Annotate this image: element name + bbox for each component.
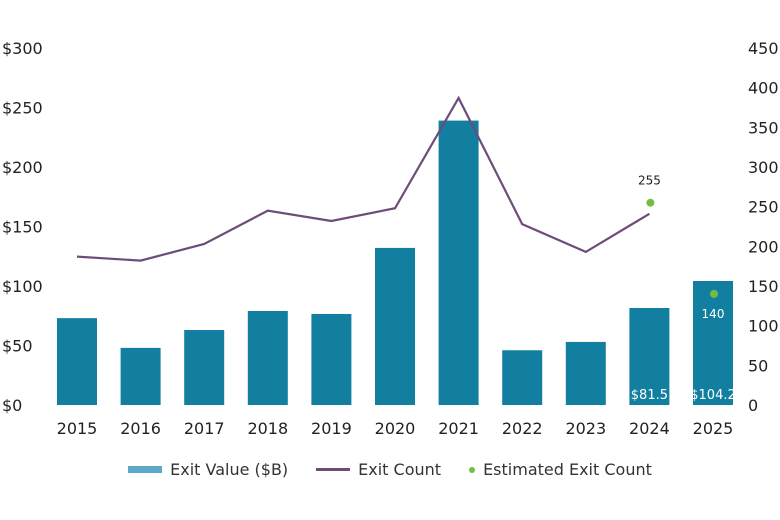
estimated-data-label: 255 (638, 174, 661, 188)
bar (629, 308, 670, 405)
x-axis-tick: 2017 (184, 419, 225, 438)
bar (438, 120, 479, 405)
right-axis-tick: 100 (748, 317, 779, 336)
x-axis-tick: 2025 (693, 419, 734, 438)
right-axis-tick: 450 (748, 39, 779, 58)
bar (311, 313, 352, 405)
x-axis-tick: 2020 (375, 419, 416, 438)
right-axis-tick: 250 (748, 198, 779, 217)
right-axis-tick: 0 (748, 396, 758, 415)
right-axis-tick: 400 (748, 79, 779, 98)
bar-data-label: $81.5 (631, 388, 668, 403)
bar (565, 341, 606, 405)
x-axis-tick: 2022 (502, 419, 543, 438)
x-axis-tick: 2018 (247, 419, 288, 438)
estimated-point (710, 289, 718, 298)
estimated-data-label: 140 (702, 307, 725, 321)
right-axis-tick: 50 (748, 356, 768, 375)
left-axis-tick: $300 (2, 39, 43, 58)
legend-label: Estimated Exit Count (483, 460, 652, 479)
legend-label: Exit Value ($B) (170, 460, 289, 479)
legend-item-estimated: Estimated Exit Count (469, 460, 652, 479)
left-axis-tick: $50 (2, 337, 33, 356)
left-axis-tick: $200 (2, 158, 43, 177)
left-axis-tick: $150 (2, 218, 43, 237)
exit-count-line (76, 95, 650, 262)
x-axis-tick: 2024 (629, 419, 670, 438)
bar-data-label: $104.2 (690, 388, 736, 403)
right-axis-tick: 350 (748, 118, 779, 137)
legend-label: Exit Count (358, 460, 442, 479)
bar (57, 318, 97, 405)
x-axis-tick: 2015 (57, 419, 98, 438)
legend-item-exit-count: Exit Count (316, 460, 441, 479)
legend-swatch-bar (128, 466, 163, 473)
x-axis-tick: 2019 (311, 419, 352, 438)
bar (247, 310, 288, 405)
legend: Exit Value ($B) Exit Count Estimated Exi… (0, 460, 780, 479)
legend-swatch-dot (469, 466, 476, 473)
estimated-point (646, 198, 655, 207)
x-axis-tick: 2021 (438, 419, 479, 438)
right-axis-tick: 200 (748, 237, 779, 256)
left-axis-tick: $250 (2, 99, 43, 118)
x-axis-tick: 2016 (120, 419, 161, 438)
x-axis-tick: 2023 (565, 419, 606, 438)
bar (502, 350, 543, 405)
legend-swatch-line (316, 468, 351, 471)
bar (375, 247, 415, 405)
legend-item-exit-value: Exit Value ($B) (128, 460, 288, 479)
bar (184, 330, 225, 405)
bar (120, 347, 161, 405)
right-axis-tick: 300 (748, 158, 779, 177)
left-axis-tick: $0 (2, 396, 22, 415)
right-axis-tick: 150 (748, 277, 779, 296)
left-axis-tick: $100 (2, 277, 43, 296)
bar (693, 281, 733, 405)
